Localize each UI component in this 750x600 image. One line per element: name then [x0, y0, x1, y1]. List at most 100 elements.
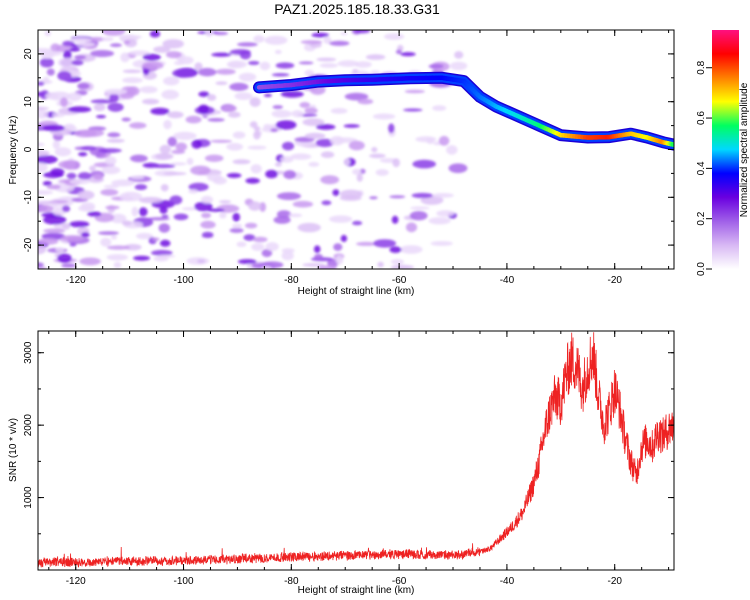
spectrogram-noise-blob: [63, 50, 72, 61]
spectrogram-noise-blob: [109, 93, 120, 103]
spectrogram-noise-blob: [263, 93, 272, 97]
spectrogram-noise-blob: [120, 52, 130, 63]
spectrogram-noise-blob: [63, 123, 76, 130]
spectrogram-noise-blob: [249, 121, 258, 128]
spectrogram-noise-blob: [288, 213, 303, 218]
spectrogram-noise-blob: [290, 153, 312, 160]
colorbar-tick-label: 0.4: [696, 161, 707, 175]
spectrogram-noise-blob: [438, 135, 450, 146]
spectrogram-noise-blob: [371, 147, 378, 153]
spectrogram-noise-blob: [134, 184, 148, 191]
spectrogram-noise-blob: [261, 249, 273, 258]
spectrogram-noise-blob: [229, 49, 251, 55]
spectrogram-noise-blob: [43, 171, 64, 179]
spectrogram-noise-blob: [352, 220, 363, 226]
spectrogram-noise-blob: [54, 147, 72, 157]
spectrogram-noise-blob: [188, 189, 199, 194]
spectrogram-noise-blob: [271, 73, 290, 77]
spectrogram-noise-blob: [292, 200, 314, 208]
spectrogram-noise-blob: [121, 117, 131, 122]
spectrogram-noise-blob: [98, 148, 122, 154]
spectrogram-noise-blob: [357, 98, 374, 105]
spectrogram-noise-blob: [38, 238, 59, 245]
spectrogram-noise-blob: [369, 196, 378, 200]
spectrogram-noise-blob: [149, 30, 161, 38]
spectrogram-noise-blob: [58, 160, 78, 169]
spectrogram-noise-blob: [50, 43, 61, 53]
spectrogram-noise-blob: [60, 97, 68, 108]
spectrogram-noise-blob: [333, 243, 343, 251]
spectrogram-noise-blob: [61, 263, 76, 268]
spectrogram-noise-blob: [159, 239, 171, 247]
spectrogram-noise-blob: [46, 68, 55, 76]
spectrogram-noise-blob: [302, 118, 325, 126]
spectrogram-noise-blob: [126, 86, 140, 96]
spectrogram-noise-blob: [280, 90, 304, 98]
spectrogram-noise-blob: [171, 149, 186, 154]
spectrogram-noise-blob: [188, 182, 209, 192]
spectrogram-noise-blob: [152, 237, 160, 241]
spectrogram-noise-blob: [151, 249, 173, 256]
spectrogram-noise-blob: [245, 222, 258, 229]
spectrogram-noise-blob: [169, 195, 183, 205]
spectrogram-noise-blob: [62, 40, 75, 47]
spectrogram-noise-blob: [107, 245, 130, 250]
spectrogram-noise-blob: [201, 231, 214, 238]
spectrogram-noise-blob: [100, 189, 119, 196]
spectrogram-noise-blob: [151, 164, 176, 169]
spectrogram-noise-blob: [339, 189, 362, 199]
spectrogram-noise-blob: [415, 136, 437, 143]
spectrogram-noise-blob: [46, 184, 61, 190]
spectrogram-noise-blob: [228, 61, 243, 69]
spectrogram-noise-blob: [175, 142, 188, 151]
colorbar-tick-label: 0.6: [696, 111, 707, 125]
spectrogram-noise-blob: [198, 104, 210, 114]
spectrogram-noise-blob: [43, 215, 67, 225]
spectrogram-noise-blob: [93, 173, 103, 180]
spectrogram-noise-blob: [237, 42, 258, 47]
spectrogram-noise-blob: [432, 105, 447, 111]
spectrogram-noise-blob: [89, 165, 96, 172]
spectrogram-noise-blob: [173, 213, 189, 221]
spectrogram-noise-blob: [283, 170, 297, 180]
spectrogram-noise-blob: [136, 232, 153, 240]
snr-y-tick-label: 3000: [23, 341, 34, 364]
spectrogram-noise-blob: [163, 76, 180, 86]
snr-x-axis-label: Height of straight line (km): [298, 585, 415, 596]
spectrogram-noise-blob: [79, 257, 101, 266]
spectrogram-noise-blob: [207, 208, 225, 212]
spectrogram-noise-blob: [390, 259, 404, 265]
spectrogram-noise-blob: [139, 86, 158, 94]
spectrogram-noise-blob: [81, 146, 97, 151]
spectrogram-noise-blob: [232, 159, 251, 165]
spectrogram-noise-blob: [57, 71, 72, 81]
spectrogram-noise-blob: [259, 202, 267, 212]
spectrogram-noise-blob: [42, 181, 53, 186]
spectrogram-noise-blob: [273, 216, 291, 224]
spectrogram-noise-blob: [96, 115, 106, 119]
spectrogram-noise-blob: [106, 138, 125, 143]
spectrogram-noise-blob: [265, 242, 279, 252]
spectrogram-noise-blob: [248, 201, 262, 211]
spectrogram-noise-blob: [219, 212, 227, 219]
spectrogram-noise-blob: [71, 59, 84, 66]
spectrogram-noise-blob: [101, 30, 126, 36]
spectrogram-noise-blob: [232, 212, 241, 222]
spectrogram-noise-blob: [38, 190, 54, 195]
spectrogram-noise-blob: [191, 139, 202, 149]
spectrogram-noise-blob: [77, 172, 92, 180]
spectrogram-noise-blob: [162, 39, 184, 49]
colorbar-tick-label: 0.2: [696, 211, 707, 225]
snr-y-tick-label: 1000: [23, 486, 34, 509]
spectrogram-noise-blob: [167, 111, 184, 119]
spectrogram-noise-blob: [133, 255, 151, 261]
spectrogram-noise-blob: [395, 49, 402, 55]
spectrogram-noise-blob: [332, 189, 340, 197]
spectrogram-noise-blob: [57, 253, 72, 263]
spectrogram-y-tick-label: 20: [23, 48, 34, 60]
spectrogram-noise-blob: [173, 131, 197, 140]
spectrogram-noise-blob: [80, 202, 96, 211]
spectrogram-noise-blob: [215, 81, 228, 85]
spectrogram-noise-blob: [90, 50, 115, 57]
